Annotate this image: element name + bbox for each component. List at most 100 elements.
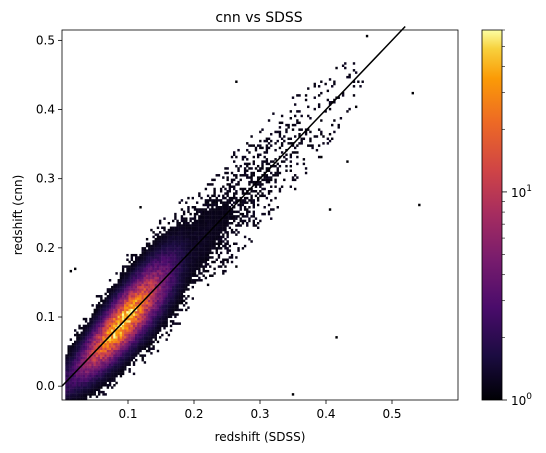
histogram-bin	[289, 137, 293, 141]
histogram-bin	[119, 279, 123, 282]
histogram-bin	[148, 269, 151, 273]
histogram-bin	[189, 274, 192, 277]
histogram-bin	[111, 340, 114, 344]
histogram-bin	[108, 338, 112, 341]
histogram-bin	[135, 274, 138, 277]
histogram-bin	[91, 322, 94, 325]
histogram-bin	[195, 263, 199, 266]
histogram-bin	[82, 336, 86, 339]
colorbar-tick-label: 100	[511, 392, 532, 408]
histogram-bin	[202, 233, 205, 236]
histogram-bin	[193, 263, 197, 266]
histogram-bin	[102, 304, 105, 307]
histogram-bin	[365, 34, 369, 38]
histogram-bin	[137, 313, 140, 316]
histogram-bin	[180, 297, 184, 300]
histogram-bin	[141, 329, 144, 332]
histogram-bin	[163, 217, 166, 220]
histogram-bin	[213, 233, 216, 236]
histogram-bin	[233, 151, 236, 154]
histogram-bin	[126, 317, 129, 321]
histogram-bin	[119, 288, 123, 291]
histogram-bin	[106, 324, 110, 328]
histogram-bin	[252, 180, 255, 184]
histogram-bin	[69, 377, 73, 380]
histogram-bin	[178, 283, 181, 287]
histogram-bin	[180, 219, 184, 223]
histogram-bin	[158, 276, 162, 280]
histogram-bin	[233, 187, 236, 191]
histogram-bin	[172, 263, 175, 266]
histogram-bin	[152, 283, 155, 287]
histogram-bin	[139, 299, 142, 303]
histogram-bin	[182, 263, 186, 266]
histogram-bin	[237, 249, 240, 252]
histogram-bin	[67, 388, 70, 392]
histogram-bin	[167, 260, 171, 264]
histogram-bin	[226, 249, 229, 252]
histogram-bin	[202, 253, 205, 257]
histogram-bin	[226, 224, 229, 227]
histogram-bin	[200, 263, 203, 266]
histogram-bin	[211, 217, 214, 220]
histogram-bin	[246, 208, 249, 211]
histogram-bin	[135, 329, 138, 332]
histogram-bin	[145, 304, 149, 307]
histogram-bin	[152, 310, 155, 314]
histogram-bin	[172, 219, 175, 223]
histogram-bin	[191, 258, 194, 261]
histogram-bin	[204, 208, 208, 211]
histogram-bin	[211, 237, 214, 241]
histogram-bin	[176, 292, 179, 296]
histogram-bin	[67, 363, 70, 366]
histogram-bin	[233, 160, 236, 163]
histogram-bin	[128, 292, 131, 296]
histogram-bin	[87, 324, 90, 328]
histogram-bin	[102, 377, 105, 380]
histogram-bin	[152, 274, 155, 277]
histogram-bin	[169, 283, 173, 287]
histogram-bin	[115, 288, 118, 291]
histogram-bin	[115, 356, 118, 360]
histogram-bin	[139, 304, 142, 307]
histogram-bin	[180, 292, 184, 296]
histogram-bin	[137, 308, 140, 312]
histogram-bin	[145, 281, 149, 284]
histogram-bin	[226, 260, 229, 264]
histogram-bin	[95, 308, 99, 312]
histogram-bin	[230, 196, 234, 200]
histogram-bin	[67, 397, 70, 401]
histogram-bin	[124, 315, 127, 319]
histogram-bin	[215, 249, 218, 252]
histogram-bin	[84, 363, 88, 366]
histogram-bin	[193, 228, 197, 232]
histogram-bin	[193, 279, 197, 282]
histogram-bin	[143, 304, 147, 307]
histogram-bin	[119, 285, 123, 289]
histogram-bin	[117, 352, 120, 355]
histogram-bin	[228, 185, 232, 188]
histogram-bin	[198, 228, 201, 232]
histogram-bin	[252, 206, 255, 209]
histogram-bin	[156, 279, 160, 282]
histogram-bin	[222, 263, 225, 266]
histogram-bin	[89, 390, 92, 394]
histogram-bin	[143, 249, 147, 252]
histogram-bin	[289, 169, 293, 172]
histogram-bin	[119, 274, 123, 277]
histogram-bin	[274, 171, 277, 175]
histogram-bin	[148, 260, 151, 264]
histogram-bin	[135, 263, 138, 266]
histogram-bin	[111, 336, 114, 339]
histogram-bin	[339, 117, 343, 120]
histogram-bin	[141, 301, 144, 305]
histogram-bin	[324, 82, 327, 86]
histogram-bin	[265, 148, 269, 152]
histogram-bin	[104, 379, 107, 382]
histogram-bin	[174, 258, 177, 261]
histogram-bin	[117, 322, 120, 325]
histogram-bin	[298, 128, 301, 131]
histogram-bin	[302, 158, 306, 161]
histogram-bin	[276, 206, 279, 209]
histogram-bin	[243, 187, 247, 191]
